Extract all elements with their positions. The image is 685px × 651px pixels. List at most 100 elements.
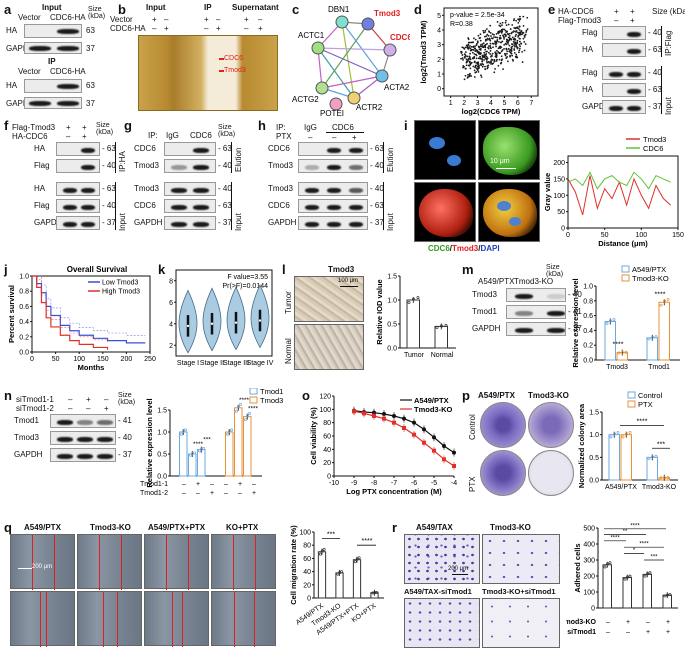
size-marker: - 40 — [102, 161, 116, 170]
scatter-point — [498, 51, 501, 54]
x-row-label: siTmod1 — [567, 629, 596, 636]
scatter-point — [493, 71, 496, 74]
blot-strip — [50, 448, 116, 462]
scatter-point — [495, 52, 498, 55]
scatter-point — [464, 74, 467, 77]
x-tick-label: -5 — [431, 480, 437, 487]
scatter-point — [526, 28, 529, 31]
size-marker: - 63 — [370, 144, 384, 153]
edge — [321, 75, 383, 89]
sign: + — [244, 15, 249, 24]
scatter-point — [488, 31, 491, 33]
band — [171, 221, 187, 227]
scatter-point — [463, 56, 466, 58]
scatter-point — [467, 41, 470, 44]
scatter-point — [469, 41, 471, 44]
scatter-point — [462, 47, 465, 49]
stats-r: R=0.38 — [450, 21, 473, 28]
data-point — [666, 593, 669, 597]
blot-label: GAPDH — [14, 450, 43, 459]
size-marker: - 37 — [648, 102, 662, 111]
y-axis-label: Relative expression level — [145, 398, 154, 487]
x-sign: – — [626, 629, 630, 636]
bar — [642, 573, 652, 609]
x-tick-label: 250 — [144, 356, 156, 363]
scatter-point — [500, 50, 503, 53]
scatter-point — [510, 46, 513, 49]
size-marker: - 37 — [218, 218, 232, 227]
y-tick-label: 0 — [561, 226, 565, 233]
data-point — [659, 303, 663, 307]
scatter-point — [511, 54, 514, 57]
x-sign: + — [626, 619, 630, 626]
band — [305, 164, 319, 170]
label-actg2: ACTG2 — [292, 95, 319, 104]
x-tick-label: 4 — [489, 100, 493, 107]
scatter-point — [477, 70, 480, 73]
scatter-point — [494, 40, 496, 43]
sign: – — [152, 24, 157, 33]
edge — [341, 21, 355, 99]
band — [515, 293, 533, 299]
x-tick-label: 150 — [672, 232, 684, 239]
scatter-point — [523, 40, 526, 43]
panel-q-letter: q — [4, 520, 12, 535]
x-tick-label: Tmod3 — [606, 364, 628, 371]
panel-a-ip-lane-vector: Vector — [18, 67, 41, 76]
scatter-point — [480, 64, 483, 67]
scatter-point — [526, 16, 529, 19]
scatter-point — [520, 42, 523, 45]
x-row-label: siTmod1-1 — [140, 481, 168, 488]
caption-dapi: DAPI — [480, 244, 500, 253]
scatter-point — [471, 51, 474, 54]
edge — [317, 47, 383, 77]
group-label: Input — [664, 97, 673, 115]
scatter-point — [485, 60, 488, 63]
significance: **** — [613, 342, 624, 349]
wound-image — [211, 591, 276, 647]
scatter-point — [495, 40, 498, 43]
panel-l-title: Tmod3 — [328, 265, 355, 274]
band — [77, 419, 93, 425]
panel-a-size-37: 37 — [86, 44, 95, 53]
panel-j-survival: Overall Survival 0.0 0.2 0.4 0.6 0.8 1.0 0 50 100… — [7, 265, 156, 372]
band — [627, 31, 641, 37]
data-point — [659, 476, 663, 480]
scatter-point — [495, 45, 497, 48]
scatter-point — [494, 36, 497, 39]
y-tick-label: 0.5 — [157, 452, 167, 459]
scatter-point — [488, 45, 490, 47]
size-marker: - 37 — [370, 218, 384, 227]
km-curve — [32, 275, 109, 350]
wound-edge — [99, 535, 100, 590]
scatter-point — [481, 45, 484, 47]
panel-n-row-2: siTmod1-2 — [16, 404, 54, 413]
scatter-point — [490, 62, 492, 65]
data-point — [230, 428, 233, 432]
group-bracket — [231, 182, 232, 230]
series-line-cdc6 — [567, 171, 671, 190]
scatter-point — [498, 58, 501, 61]
panel-q-col-3: A549/PTX+PTX — [148, 523, 206, 532]
blot-strip — [298, 199, 368, 213]
scatter-point — [518, 31, 521, 34]
data-point — [616, 430, 620, 434]
wound-image — [211, 534, 276, 590]
panel-a-row-gapdh: GAPDH — [6, 44, 35, 53]
scatter-point — [510, 48, 513, 50]
blot-strip — [602, 43, 646, 57]
panel-g-lane-cdc6: CDC6 — [190, 131, 212, 140]
panel-n-letter: n — [4, 388, 12, 403]
y-tick-label: 400 — [583, 542, 595, 549]
blot-label: Tmod1 — [14, 416, 39, 425]
y-tick-label: 0.2 — [583, 343, 593, 350]
panel-b-row-cdc6: CDC6-HA — [110, 24, 146, 33]
panel-h-ptx: PTX — [276, 132, 292, 141]
panel-r-letter: r — [392, 520, 398, 535]
scatter-point — [519, 15, 521, 18]
band — [193, 164, 209, 170]
scatter-point — [486, 67, 489, 70]
y-tick-label: 100 — [319, 407, 331, 414]
scatter-point — [501, 40, 504, 43]
